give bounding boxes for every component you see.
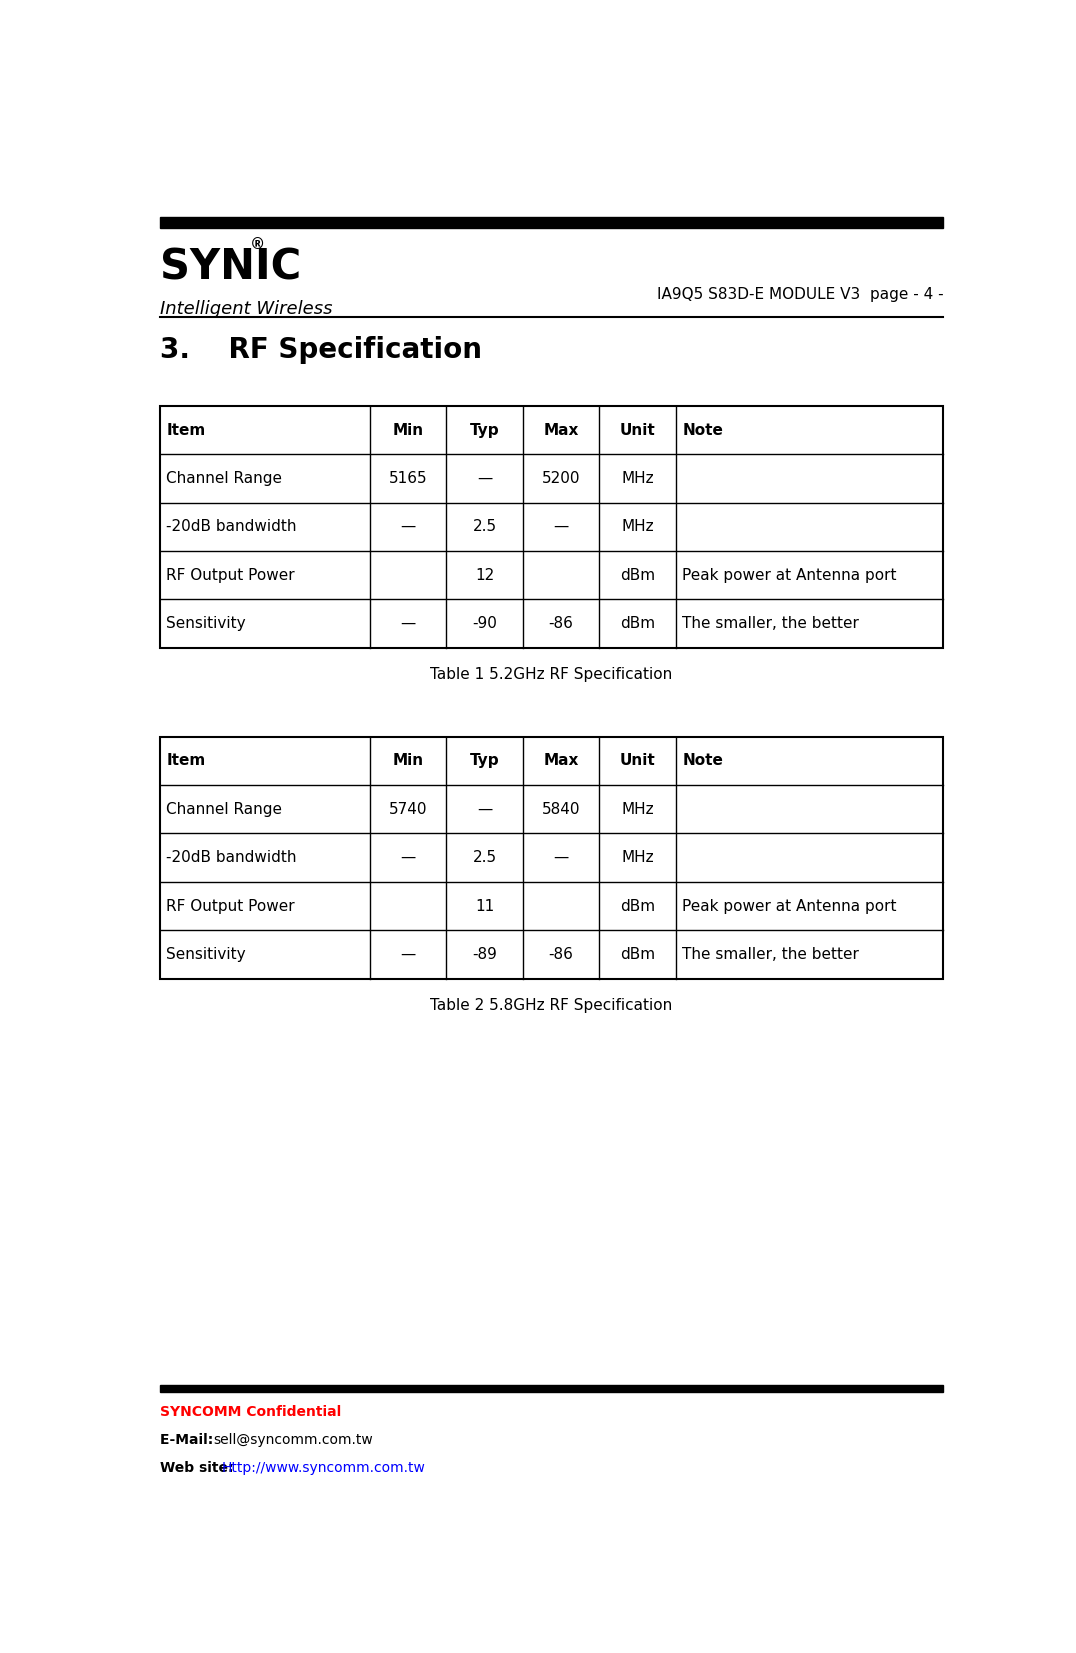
Bar <box>159 737 944 979</box>
Text: Peak power at Antenna port: Peak power at Antenna port <box>682 567 897 582</box>
Text: sell@syncomm.com.tw: sell@syncomm.com.tw <box>214 1433 373 1446</box>
Text: —: — <box>400 519 415 534</box>
Text: Channel Range: Channel Range <box>166 802 282 817</box>
Text: Max: Max <box>543 754 579 769</box>
Text: MHz: MHz <box>621 471 654 486</box>
Text: —: — <box>400 850 415 865</box>
Text: -20dB bandwidth: -20dB bandwidth <box>166 850 297 865</box>
Text: —: — <box>553 519 568 534</box>
Text: dBm: dBm <box>620 899 655 914</box>
Text: Item: Item <box>166 754 206 769</box>
Text: Web site:: Web site: <box>159 1461 238 1474</box>
Text: SYNCOMM Confidential: SYNCOMM Confidential <box>159 1405 341 1418</box>
Text: Channel Range: Channel Range <box>166 471 282 486</box>
Text: —: — <box>553 850 568 865</box>
Text: RF Output Power: RF Output Power <box>166 899 295 914</box>
Bar <box>159 1385 944 1392</box>
Text: 2.5: 2.5 <box>472 519 497 534</box>
Bar <box>159 407 944 648</box>
Text: Note: Note <box>682 754 723 769</box>
Text: Sensitivity: Sensitivity <box>166 947 245 962</box>
Text: The smaller, the better: The smaller, the better <box>682 617 860 631</box>
Text: The smaller, the better: The smaller, the better <box>682 947 860 962</box>
Text: Max: Max <box>543 423 579 438</box>
Text: MHz: MHz <box>621 519 654 534</box>
Text: 5165: 5165 <box>388 471 427 486</box>
Text: 5840: 5840 <box>541 802 580 817</box>
Text: -20dB bandwidth: -20dB bandwidth <box>166 519 297 534</box>
Text: Peak power at Antenna port: Peak power at Antenna port <box>682 899 897 914</box>
Text: Unit: Unit <box>620 423 655 438</box>
Text: 3.    RF Specification: 3. RF Specification <box>159 336 482 364</box>
Text: IA9Q5 S83D-E MODULE V3  page - 4 -: IA9Q5 S83D-E MODULE V3 page - 4 - <box>656 288 944 302</box>
Text: —: — <box>400 617 415 631</box>
Text: E-Mail:: E-Mail: <box>159 1433 217 1446</box>
Text: -90: -90 <box>472 617 497 631</box>
Text: 12: 12 <box>475 567 494 582</box>
Text: -86: -86 <box>549 947 574 962</box>
Text: SYNIC: SYNIC <box>159 246 301 289</box>
Text: Http://www.syncomm.com.tw: Http://www.syncomm.com.tw <box>222 1461 426 1474</box>
Text: Intelligent Wireless: Intelligent Wireless <box>159 301 332 317</box>
Text: Note: Note <box>682 423 723 438</box>
Text: —: — <box>477 802 492 817</box>
Text: RF Output Power: RF Output Power <box>166 567 295 582</box>
Text: MHz: MHz <box>621 850 654 865</box>
Text: Typ: Typ <box>470 423 499 438</box>
Text: dBm: dBm <box>620 567 655 582</box>
Bar <box>159 218 944 228</box>
Text: Table 1 5.2GHz RF Specification: Table 1 5.2GHz RF Specification <box>430 666 672 681</box>
Text: 2.5: 2.5 <box>472 850 497 865</box>
Text: Min: Min <box>393 754 424 769</box>
Text: Typ: Typ <box>470 754 499 769</box>
Text: Item: Item <box>166 423 206 438</box>
Text: Unit: Unit <box>620 754 655 769</box>
Text: Min: Min <box>393 423 424 438</box>
Text: -89: -89 <box>472 947 497 962</box>
Text: MHz: MHz <box>621 802 654 817</box>
Text: 5200: 5200 <box>541 471 580 486</box>
Text: —: — <box>400 947 415 962</box>
Text: —: — <box>477 471 492 486</box>
Text: ®: ® <box>250 236 265 251</box>
Text: Sensitivity: Sensitivity <box>166 617 245 631</box>
Text: dBm: dBm <box>620 947 655 962</box>
Text: dBm: dBm <box>620 617 655 631</box>
Text: 11: 11 <box>475 899 494 914</box>
Text: 5740: 5740 <box>388 802 427 817</box>
Text: -86: -86 <box>549 617 574 631</box>
Text: Table 2 5.8GHz RF Specification: Table 2 5.8GHz RF Specification <box>430 998 672 1013</box>
